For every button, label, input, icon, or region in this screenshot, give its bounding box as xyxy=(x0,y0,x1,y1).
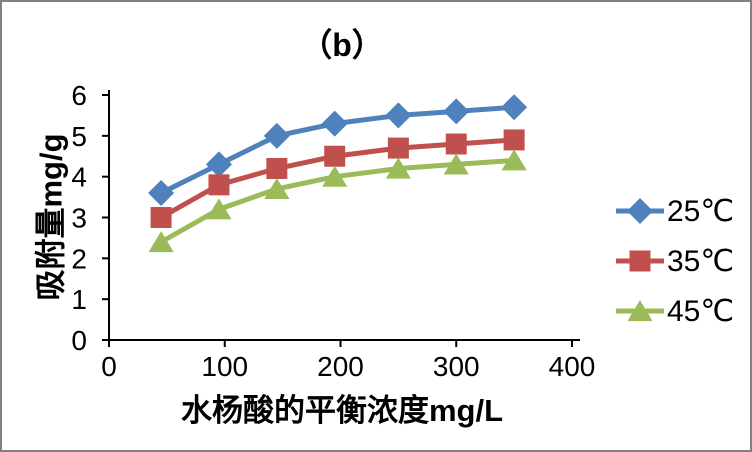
data-point-s0 xyxy=(321,110,348,137)
x-tick-label: 400 xyxy=(549,351,596,382)
y-tick-label: 0 xyxy=(71,325,87,356)
legend-marker-shape-s1 xyxy=(629,250,651,272)
y-tick-label: 2 xyxy=(71,243,87,274)
legend-label-25c: 25℃ xyxy=(667,194,735,228)
data-point-s2 xyxy=(322,165,348,187)
data-point-s2 xyxy=(206,198,232,220)
x-tick-label: 100 xyxy=(201,351,248,382)
x-tick-label: 300 xyxy=(433,351,480,382)
data-point-s2 xyxy=(443,153,469,175)
diamond-marker-icon xyxy=(616,197,664,225)
y-tick-label: 3 xyxy=(71,203,87,234)
y-axis-label: 吸附量mg/g xyxy=(33,133,69,301)
data-point-s1 xyxy=(150,207,172,228)
legend-marker-shape-s2 xyxy=(627,300,653,322)
data-point-s2 xyxy=(264,177,290,199)
legend-marker-shape-s0 xyxy=(626,197,654,225)
triangle-marker-icon xyxy=(616,300,664,322)
legend-entry-25c: 25℃ xyxy=(614,193,734,229)
data-point-s2 xyxy=(501,149,527,171)
data-point-s1 xyxy=(324,145,346,167)
data-point-s1 xyxy=(445,133,467,155)
data-point-s1 xyxy=(266,158,288,179)
data-point-s0 xyxy=(263,122,290,149)
axis-lines xyxy=(108,90,580,341)
legend: 25℃ 35℃ 45℃ xyxy=(614,193,734,329)
legend-entry-45c: 45℃ xyxy=(614,293,734,329)
y-tick-label: 5 xyxy=(71,121,87,152)
data-point-s1 xyxy=(208,174,230,196)
data-point-s0 xyxy=(148,179,175,207)
legend-label-35c: 35℃ xyxy=(667,244,735,278)
data-point-s0 xyxy=(501,94,528,121)
y-tick-label: 6 xyxy=(71,80,87,111)
data-point-s1 xyxy=(503,129,525,151)
x-tick-label: 200 xyxy=(317,351,364,382)
y-tick-label: 1 xyxy=(71,284,87,315)
x-tick-label: 0 xyxy=(101,351,117,382)
data-point-s1 xyxy=(387,137,409,159)
data-point-s2 xyxy=(385,157,411,179)
square-marker-icon xyxy=(616,250,664,272)
data-point-s0 xyxy=(205,151,232,178)
data-point-s2 xyxy=(148,231,174,253)
data-point-s0 xyxy=(385,102,412,129)
y-tick-label: 4 xyxy=(71,162,87,193)
x-axis-label: 水杨酸的平衡浓度mg/L xyxy=(180,393,504,428)
chart-title: （b） xyxy=(300,27,384,63)
legend-entry-35c: 35℃ xyxy=(614,243,734,279)
data-point-s0 xyxy=(443,98,470,125)
legend-label-45c: 45℃ xyxy=(667,294,735,328)
